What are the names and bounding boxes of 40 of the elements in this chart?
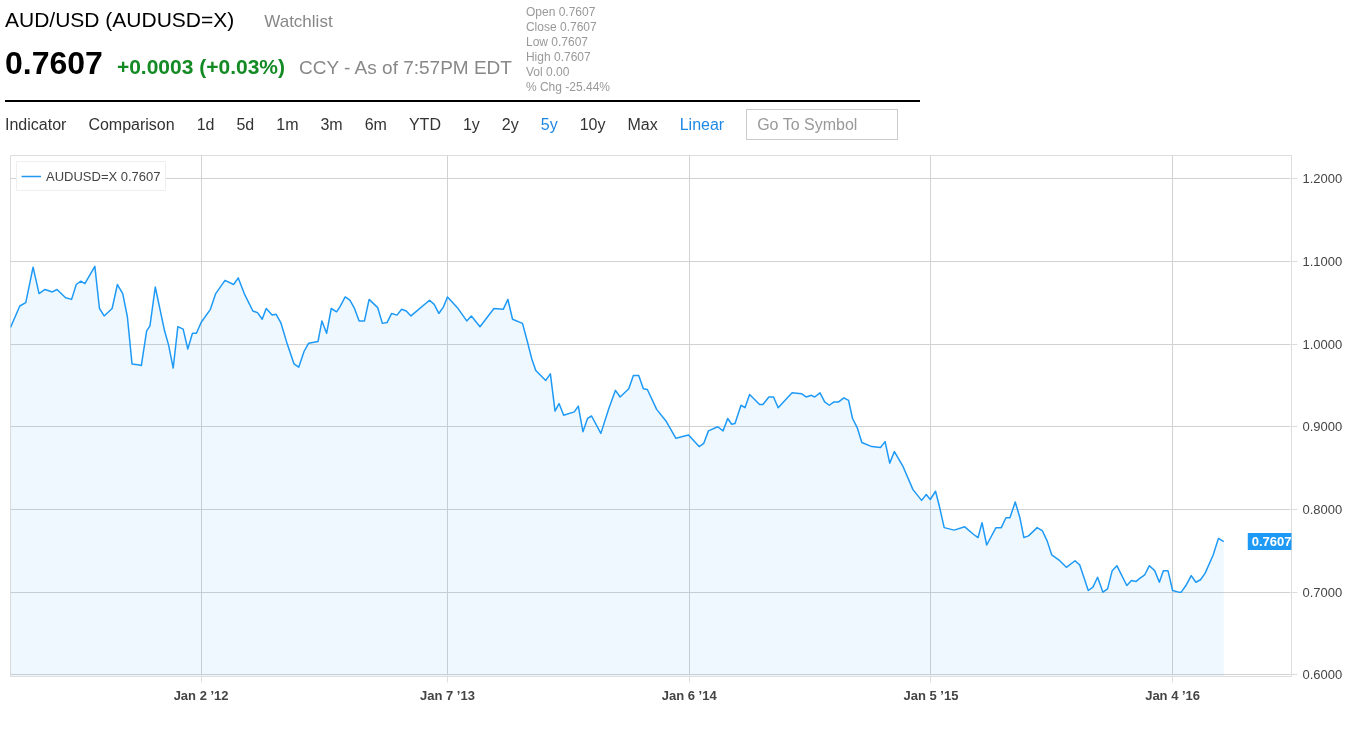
text: High 0.7607	[525, 50, 592, 65]
text: Watchlist	[264, 12, 333, 31]
y-tick-label: 0.8000	[1302, 501, 1343, 517]
x-tick-label: Jan 7 ’13	[420, 687, 475, 703]
x-tick-label: Jan 4 ’16	[1145, 687, 1201, 703]
y-tick-label: 0.7000	[1302, 584, 1343, 600]
y-tick-label: 0.6000	[1302, 667, 1343, 683]
text: 3m	[320, 116, 343, 133]
text: 5d	[236, 116, 255, 133]
y-tick-label: 1.1000	[1302, 253, 1343, 269]
text: 6m	[364, 116, 387, 133]
text: 1y	[462, 116, 480, 133]
text: Comparison	[88, 116, 175, 133]
x-tick-label: Jan 2 ’12	[173, 687, 229, 703]
text: Go To Symbol	[746, 109, 899, 140]
text: 10y	[579, 116, 606, 133]
text: Indicator	[5, 116, 67, 133]
text: 1d	[196, 116, 215, 133]
y-tick-label: 1.0000	[1302, 336, 1343, 352]
text: 0.7607	[5, 45, 103, 81]
text: Linear	[679, 116, 725, 133]
text: Vol 0.00	[525, 65, 571, 80]
annotation: 0.7607	[1251, 533, 1292, 549]
text: Open 0.7607	[525, 5, 597, 20]
legend-label: AUDUSD=X 0.7607	[46, 168, 161, 184]
text: Close 0.7607	[525, 20, 598, 35]
text: YTD	[408, 116, 441, 133]
chart-title: AUD/USD (AUDUSD=X)	[5, 8, 235, 31]
text: 1m	[276, 116, 299, 133]
text: +0.0003 (+0.03%)	[116, 55, 285, 78]
x-tick-label: Jan 5 ’15	[903, 687, 959, 703]
y-tick-label: 0.9000	[1302, 419, 1343, 435]
x-tick-label: Jan 6 ’14	[661, 687, 718, 703]
text: Low 0.7607	[525, 35, 589, 50]
y-tick-label: 1.2000	[1302, 171, 1343, 187]
text: 2y	[501, 116, 519, 133]
text: CCY - As of 7:57PM EDT	[299, 57, 512, 78]
text: % Chg -25.44%	[525, 80, 610, 95]
text: Max	[627, 116, 658, 133]
text: 5y	[540, 116, 558, 133]
